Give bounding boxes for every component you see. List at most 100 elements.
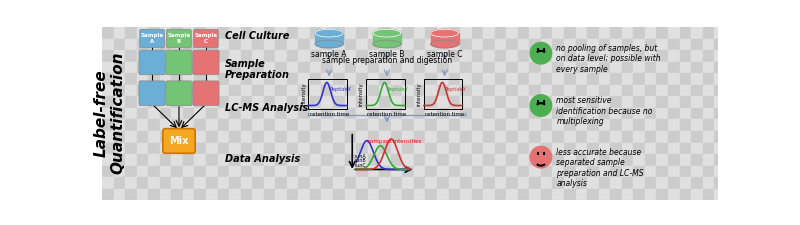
Ellipse shape [373,40,401,48]
Bar [598,27,610,38]
Bar [229,212,241,223]
Bar [183,50,194,62]
Bar [333,200,345,212]
Bar [598,200,610,212]
Bar [275,96,287,108]
Bar [218,73,229,85]
Bar [598,96,610,108]
Bar [171,85,183,96]
Bar [310,154,322,166]
Bar [494,119,506,131]
Bar [275,73,287,85]
Bar [241,142,252,154]
Bar [345,96,356,108]
Bar [114,85,125,96]
Bar [171,131,183,142]
Bar [275,212,287,223]
Bar [206,38,218,50]
Bar [298,85,310,96]
Bar [390,62,402,73]
Bar [148,62,160,73]
Bar [368,108,379,119]
Bar [137,212,148,223]
Bar [541,96,553,108]
Bar [702,38,714,50]
Bar [322,189,333,200]
Bar [368,38,379,50]
Bar [598,50,610,62]
Bar [252,177,264,189]
Bar [160,108,171,119]
Bar [287,212,298,223]
Bar [575,154,587,166]
Bar [379,166,390,177]
Bar [691,38,702,50]
Bar [702,177,714,189]
Bar [102,189,114,200]
Bar [333,50,345,62]
Bar [287,119,298,131]
Bar [494,38,506,50]
Bar [483,131,494,142]
Bar [264,154,275,166]
Bar [530,166,541,177]
Bar [679,108,691,119]
Bar [564,73,575,85]
Bar [575,177,587,189]
Bar [553,85,564,96]
Bar [333,27,345,38]
Bar [541,50,553,62]
Bar [518,166,530,177]
Bar [183,166,194,177]
FancyBboxPatch shape [166,81,192,106]
Bar [518,189,530,200]
Bar [125,96,137,108]
Bar [587,73,598,85]
Bar [322,154,333,166]
Bar [622,200,634,212]
Bar [366,79,405,109]
Bar [160,96,171,108]
Bar [426,50,437,62]
Bar [241,96,252,108]
Bar [530,62,541,73]
Bar [530,108,541,119]
Bar [252,50,264,62]
Bar [691,200,702,212]
Bar [308,79,347,109]
Bar [449,85,460,96]
Bar [298,27,310,38]
Bar [426,177,437,189]
Bar [634,131,645,142]
Bar [645,96,656,108]
FancyBboxPatch shape [166,29,191,48]
Bar [264,200,275,212]
Bar [541,119,553,131]
Bar [414,38,426,50]
Bar [587,200,598,212]
Bar [125,154,137,166]
Bar [437,50,449,62]
Bar [645,38,656,50]
Bar [114,177,125,189]
Bar [137,142,148,154]
Bar [218,108,229,119]
Bar [356,108,368,119]
Bar [598,62,610,73]
Bar [114,154,125,166]
Bar [506,85,518,96]
Bar [345,189,356,200]
Bar [322,200,333,212]
Bar [287,189,298,200]
Bar [483,38,494,50]
Bar [726,119,738,131]
Bar [206,177,218,189]
Bar [679,85,691,96]
Bar [506,38,518,50]
Bar [229,200,241,212]
Bar [333,189,345,200]
Bar [668,62,679,73]
Bar [668,108,679,119]
Bar [598,38,610,50]
Bar [310,38,322,50]
